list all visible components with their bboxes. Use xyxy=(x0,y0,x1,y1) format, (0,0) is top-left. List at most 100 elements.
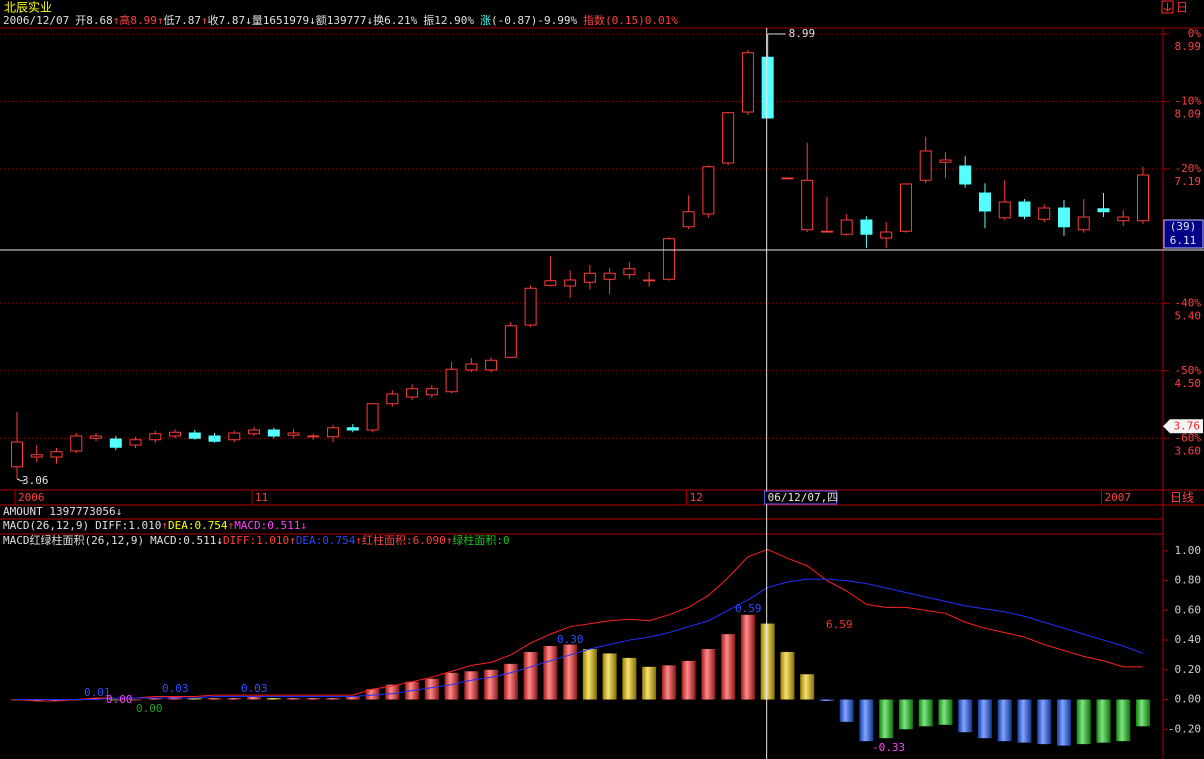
period-label: 日线 xyxy=(1170,491,1194,505)
macd-bar xyxy=(977,699,992,739)
candle-body xyxy=(998,201,1011,219)
macd-bar xyxy=(997,699,1012,742)
y-tick-label: 0.60 xyxy=(1175,603,1202,616)
x-tick-label: 2007 xyxy=(1104,491,1131,504)
candle-body xyxy=(801,179,814,231)
macd-bar xyxy=(49,699,64,702)
candle-body xyxy=(524,287,537,326)
candle-body xyxy=(722,112,735,164)
candle-body xyxy=(228,432,241,441)
candle-body xyxy=(50,451,63,458)
y-tick-pct-label: -60% xyxy=(1175,431,1202,444)
macd-bar xyxy=(1017,699,1032,743)
y-tick-label: 7.19 xyxy=(1175,175,1202,188)
macd-bar xyxy=(958,699,973,733)
y-tick-label: 0.20 xyxy=(1175,663,1202,676)
text-segment: ↓ xyxy=(309,14,316,27)
candle-body xyxy=(149,433,162,441)
candle-body xyxy=(1018,201,1031,217)
y-tick-label: 0.00 xyxy=(1175,693,1202,706)
cursor-price: 6.11 xyxy=(1170,234,1197,247)
macd-bar xyxy=(207,698,222,700)
macd-bar xyxy=(464,671,479,700)
macd-bar xyxy=(108,699,123,701)
candle-body xyxy=(70,435,83,452)
candle-body xyxy=(741,52,754,113)
annotation: 0.59 xyxy=(735,602,762,615)
text-segment: (-0.87)-9.99% xyxy=(491,14,577,27)
text-segment: 量1651979 xyxy=(252,14,309,27)
cursor-date: 06/12/07,四 xyxy=(768,491,839,504)
candle-body xyxy=(643,279,656,282)
candle-body xyxy=(307,435,320,438)
candle-body xyxy=(90,435,103,439)
macd-bar xyxy=(523,651,538,700)
text-segment: ↓ xyxy=(366,14,373,27)
period-icon[interactable]: 日 xyxy=(1161,0,1188,15)
macd-bar xyxy=(918,699,933,727)
text-segment: 低7.87 xyxy=(163,14,201,27)
candle-body xyxy=(1117,216,1130,222)
candle-body xyxy=(169,431,182,437)
macd-bar xyxy=(503,663,518,700)
y-tick-label: -0.20 xyxy=(1168,722,1201,735)
macd-bar xyxy=(484,669,499,700)
cursor-count: (39) xyxy=(1170,220,1197,233)
macd-bar xyxy=(227,698,242,700)
candle-body xyxy=(583,272,596,283)
macd-bar xyxy=(622,657,637,700)
macd-bar xyxy=(1136,699,1150,727)
candle-body xyxy=(919,150,932,181)
macd-bar xyxy=(839,699,854,722)
stock-name: 北辰实业 xyxy=(4,0,52,15)
annotation: 6.59 xyxy=(826,618,853,631)
min-pointer xyxy=(16,478,25,482)
candle-body xyxy=(603,272,616,280)
period-icon-label: 日 xyxy=(1176,1,1188,15)
macd-bar xyxy=(1076,699,1091,745)
text-segment: MACD:0.511 xyxy=(150,534,216,547)
annotation: 0.01 xyxy=(84,686,111,699)
macd-bar xyxy=(148,698,163,700)
candle-body xyxy=(860,219,873,235)
cursor-date-box xyxy=(764,490,838,505)
candle-body xyxy=(1077,216,1090,231)
y-tick-label: 0.80 xyxy=(1175,574,1202,587)
candle-body xyxy=(781,177,794,180)
macd-bar xyxy=(582,648,597,700)
text-segment: 振12.90% xyxy=(423,13,474,27)
candle-body xyxy=(30,454,43,458)
annotation: -0.33 xyxy=(872,741,905,754)
macd-bar xyxy=(879,699,894,739)
annotation: 0.03 xyxy=(241,682,268,695)
x-tick-label: 11 xyxy=(255,491,268,504)
y-tick-label: 4.50 xyxy=(1175,377,1202,390)
text-segment: ↑ xyxy=(113,14,120,27)
y-tick-pct-label: -50% xyxy=(1175,364,1202,377)
candle-body xyxy=(109,438,122,448)
text-segment: 开8.68 xyxy=(75,14,113,27)
candle-body xyxy=(425,388,438,396)
candle-body xyxy=(386,393,399,405)
icon-arrow xyxy=(1163,3,1172,12)
candle-body xyxy=(544,280,557,286)
annotation: 0.30 xyxy=(557,633,584,646)
icon-frame xyxy=(1161,0,1174,14)
macd-bar xyxy=(444,672,459,700)
min-label: 3.06 xyxy=(22,474,49,487)
macd-bar xyxy=(187,698,202,700)
text-segment: ↓ xyxy=(245,14,252,27)
candle-body xyxy=(564,279,577,287)
text-segment: MACD:0.511 xyxy=(234,519,300,532)
macd-bar xyxy=(721,634,736,700)
macd-bar xyxy=(563,644,578,700)
price-marker xyxy=(1163,419,1203,434)
text-segment: 额139777 xyxy=(316,14,367,27)
macd-bar xyxy=(1056,699,1071,746)
macd-bar xyxy=(29,699,44,702)
y-tick-pct-label: 0% xyxy=(1188,27,1202,40)
y-tick-label: 8.09 xyxy=(1175,108,1202,121)
macd-bar xyxy=(661,665,676,700)
macd-bar xyxy=(385,684,400,700)
candle-body xyxy=(208,435,221,442)
